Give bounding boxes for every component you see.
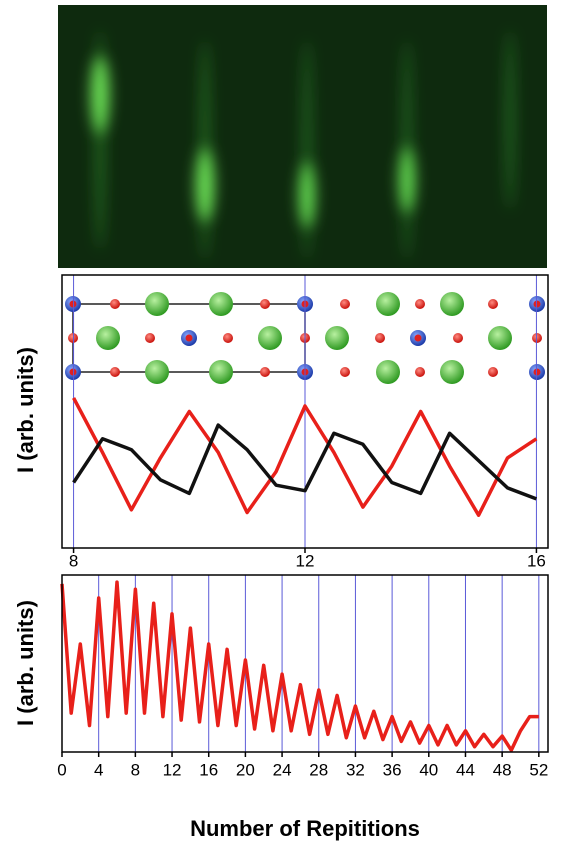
atom	[325, 326, 349, 350]
x-tick-label: 32	[346, 760, 365, 779]
x-tick-label: 48	[493, 760, 512, 779]
atom	[533, 300, 541, 308]
rheed-image	[58, 5, 547, 268]
atom	[68, 333, 78, 343]
atom	[415, 367, 425, 377]
atom	[376, 360, 400, 384]
atom	[223, 333, 233, 343]
x-tick-label: 28	[309, 760, 328, 779]
atom	[488, 326, 512, 350]
x-tick-label: 4	[94, 760, 103, 779]
atom	[376, 292, 400, 316]
x-tick-label: 44	[456, 760, 475, 779]
x-tick-label: 8	[69, 551, 78, 570]
x-tick-label: 12	[296, 551, 315, 570]
atom	[375, 333, 385, 343]
atom	[440, 360, 464, 384]
atom	[414, 334, 422, 342]
plot-frame	[61, 574, 549, 753]
atom	[110, 299, 120, 309]
atom	[145, 333, 155, 343]
data-line	[72, 423, 538, 501]
atom	[209, 360, 233, 384]
atom	[258, 326, 282, 350]
atom	[440, 292, 464, 316]
atom	[532, 333, 542, 343]
atom	[260, 299, 270, 309]
atom	[340, 367, 350, 377]
atom	[340, 299, 350, 309]
x-tick-label: 36	[383, 760, 402, 779]
x-tick-label: 20	[236, 760, 255, 779]
atom	[260, 367, 270, 377]
atom	[209, 292, 233, 316]
x-tick-label: 24	[273, 760, 292, 779]
data-line	[72, 397, 538, 517]
data-line	[60, 580, 539, 752]
x-tick-label: 16	[199, 760, 218, 779]
plot-frame	[61, 274, 549, 549]
atom	[415, 299, 425, 309]
atom	[533, 368, 541, 376]
atom	[488, 299, 498, 309]
x-axis-label: Number of Repititions	[190, 816, 420, 841]
y-axis-label: I (arb. units)	[13, 600, 38, 726]
x-tick-label: 0	[57, 760, 66, 779]
atom	[185, 334, 193, 342]
atom	[69, 368, 77, 376]
atom	[488, 367, 498, 377]
x-tick-label: 8	[131, 760, 140, 779]
atom	[453, 333, 463, 343]
atom	[69, 300, 77, 308]
x-tick-label: 16	[527, 551, 546, 570]
x-tick-label: 40	[419, 760, 438, 779]
atom	[145, 360, 169, 384]
atom	[96, 326, 120, 350]
atom	[110, 367, 120, 377]
x-tick-label: 12	[163, 760, 182, 779]
x-tick-label: 52	[529, 760, 548, 779]
y-axis-label: I (arb. units)	[13, 347, 38, 473]
atom	[145, 292, 169, 316]
